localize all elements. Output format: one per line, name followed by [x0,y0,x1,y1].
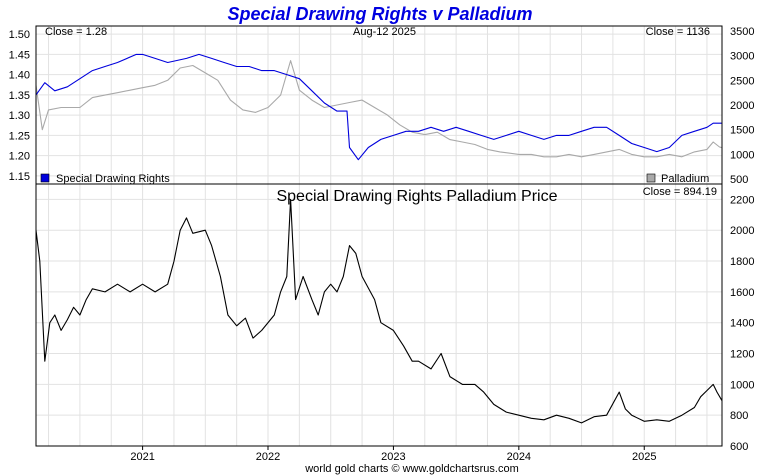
date-label: Aug-12 2025 [353,26,416,38]
x-tick-label: 2021 [130,451,154,463]
bottom-right-tick-label: 2000 [730,225,754,237]
x-tick-label: 2022 [256,451,280,463]
top-right-tick-label: 2500 [730,75,754,87]
top-left-tick-label: 1.15 [9,171,30,183]
palladium-close-label: Close = 1136 [646,26,710,38]
top-left-tick-label: 1.20 [9,151,30,163]
top-left-tick-label: 1.35 [9,90,30,102]
top-right-tick-label: 500 [730,174,748,186]
top-right-tick-label: 3500 [730,26,754,38]
legend-sdr-swatch [40,173,50,183]
x-tick-label: 2023 [381,451,405,463]
plot-frame [35,25,723,447]
bottom-right-tick-label: 1800 [730,256,754,268]
price-close-label: Close = 894.19 [643,186,717,198]
top-right-tick-label: 3000 [730,51,754,63]
x-tick-label: 2024 [507,451,531,463]
bottom-right-tick-label: 600 [730,441,748,453]
bottom-right-tick-label: 800 [730,410,748,422]
bottom-right-tick-label: 1200 [730,349,754,361]
sdr-line [35,53,722,161]
legend-sdr-label: Special Drawing Rights [56,173,170,185]
top-left-tick-label: 1.40 [9,70,30,82]
top-left-tick-label: 1.50 [9,29,30,41]
x-tick-label: 2025 [632,451,656,463]
top-left-tick-label: 1.45 [9,49,30,61]
chart-title: Special Drawing Rights v Palladium [227,4,532,24]
bottom-chart-title: Special Drawing Rights Palladium Price [276,188,557,205]
sdr-palladium-price-line [35,198,723,424]
bottom-right-tick-label: 1000 [730,379,754,391]
bottom-right-tick-label: 2200 [730,194,754,206]
sdr-close-label: Close = 1.28 [45,26,107,38]
bottom-right-tick-label: 1400 [730,318,754,330]
footer-credit: world gold charts © www.goldchartsrus.co… [304,463,519,475]
top-left-tick-label: 1.30 [9,110,30,122]
legend-palladium-swatch [646,173,656,183]
palladium-line [35,60,723,158]
top-right-tick-label: 1500 [730,125,754,137]
legend-palladium-label: Palladium [661,173,709,185]
bottom-right-tick-label: 1600 [730,287,754,299]
top-left-tick-label: 1.25 [9,130,30,142]
top-right-tick-label: 1000 [730,149,754,161]
top-right-tick-label: 2000 [730,100,754,112]
